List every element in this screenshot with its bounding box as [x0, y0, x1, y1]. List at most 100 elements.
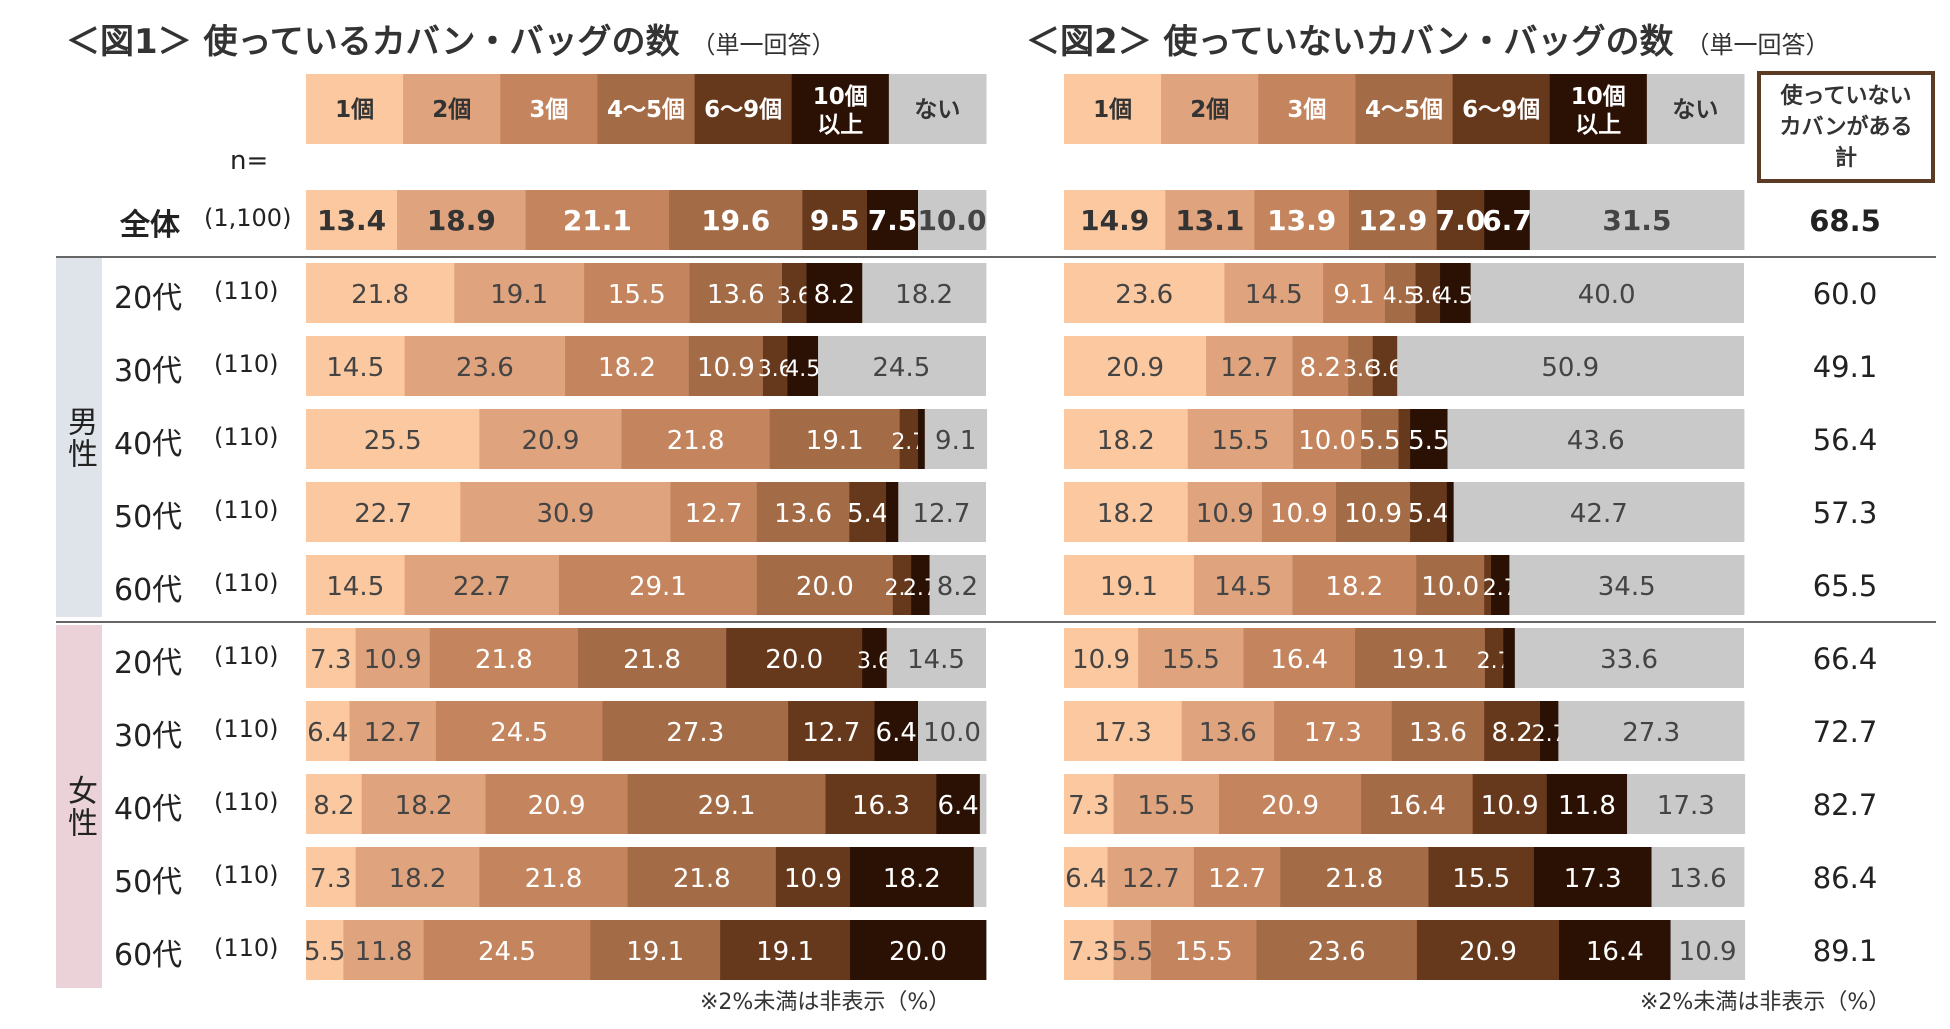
bar-segment [1064, 263, 1225, 323]
bar-value-label: 5.5 [1359, 426, 1400, 456]
bar-value-label: 13.4 [317, 204, 386, 237]
bar-segment [558, 555, 758, 615]
bar-segment [886, 482, 899, 542]
bar-value-label: 18.2 [1325, 572, 1383, 602]
bar-value-label: 33.6 [1600, 645, 1658, 675]
divider-total [56, 256, 1936, 258]
bar-segment [825, 774, 937, 834]
bar-segment [1540, 701, 1559, 761]
bar-segment [1193, 847, 1281, 907]
legend-swatch-5 [694, 74, 793, 144]
bar-segment [1447, 409, 1745, 469]
bar-segment [1181, 701, 1275, 761]
row-n: (110) [214, 934, 279, 962]
bar-value-label: 20.9 [1261, 791, 1319, 821]
bar-value-label: 3.6 [1343, 357, 1378, 382]
bar-segment [1219, 774, 1362, 834]
bar-segment [924, 409, 988, 469]
bar-value-label: 10.0 [1421, 572, 1479, 602]
legend-swatch-5 [1452, 74, 1551, 144]
bar-segment [306, 701, 350, 761]
bar-value-label: 21.8 [351, 280, 409, 310]
bar-segment [1193, 555, 1293, 615]
bar-segment [1410, 482, 1448, 542]
bar-value-label: 10.9 [1344, 499, 1402, 529]
bar-segment [918, 701, 987, 761]
bar-segment [1491, 555, 1510, 615]
bar-segment [756, 555, 894, 615]
bar-value-label: 19.1 [626, 937, 684, 967]
bar-segment [1151, 920, 1257, 980]
row-n: (1,100) [204, 204, 292, 232]
chart1: 1個 2個 3個 4〜5個 6〜9個 10個以上 ない 13.4 18.9 21.1 19.6 9.5… [304, 74, 988, 980]
bar-segment [1416, 555, 1485, 615]
row-n: (110) [214, 788, 279, 816]
bar-value-label: 14.5 [326, 572, 384, 602]
bar-value-label: 27.3 [666, 718, 724, 748]
bar-segment [1559, 920, 1671, 980]
row-n: (110) [214, 423, 279, 451]
legend-swatch-2 [1161, 74, 1259, 144]
total-value: 56.4 [1812, 423, 1878, 457]
bar-segment [460, 482, 671, 542]
bar-segment [1509, 555, 1745, 615]
bar-segment [1261, 482, 1337, 542]
bar-value-label: 19.1 [806, 426, 864, 456]
bar-segment [1484, 701, 1541, 761]
row-label: 20代 [114, 646, 183, 681]
legend-swatch-3 [1258, 74, 1356, 144]
bar-value-label: 23.6 [1115, 280, 1173, 310]
legend-swatch-7 [1646, 74, 1745, 144]
bar-value-label: 10.9 [1196, 499, 1254, 529]
group-band-female: 女性 [56, 625, 102, 988]
total-value: 57.3 [1812, 496, 1878, 530]
bar-segment [1187, 409, 1294, 469]
row-n: (110) [214, 861, 279, 889]
row-n: (110) [214, 569, 279, 597]
bar-segment [669, 190, 803, 250]
bar-value-label: 14.5 [907, 645, 965, 675]
bar-value-label: 4.5 [1383, 284, 1418, 309]
bar-value-label: 6.7 [1482, 204, 1532, 237]
bar-value-label: 12.7 [1208, 864, 1266, 894]
bar-segment [899, 409, 919, 469]
bar-value-label: 9.5 [810, 204, 860, 237]
bar-value-label: 15.5 [608, 280, 666, 310]
total-value: 68.5 [1809, 204, 1881, 238]
bar-segment [688, 336, 764, 396]
bar-segment [1484, 555, 1492, 615]
row-n: (110) [214, 715, 279, 743]
bar-value-label: 42.7 [1570, 499, 1628, 529]
bar-segment [1064, 409, 1189, 469]
bar-value-label: 10.9 [697, 353, 755, 383]
bar-segment [918, 190, 987, 250]
bar-segment [479, 409, 622, 469]
bar-value-label: 10.0 [1298, 426, 1356, 456]
bar-segment [1397, 336, 1744, 396]
legend-label-5: 6〜9個 [704, 97, 782, 123]
bar-value-label: 15.5 [1162, 645, 1220, 675]
total-value: 82.7 [1812, 788, 1878, 822]
bar-value-label: 14.5 [1245, 280, 1303, 310]
bar-segment [306, 847, 357, 907]
bar-segment [1436, 190, 1485, 250]
row-label: 60代 [114, 938, 183, 973]
bar-value-label: 12.7 [1122, 864, 1180, 894]
bar-segment [1064, 701, 1183, 761]
bar-segment [782, 263, 807, 323]
bar-segment [404, 336, 566, 396]
bar-segment [578, 628, 727, 688]
bar-value-label: 21.8 [475, 645, 533, 675]
bar-value-label: 4.5 [1438, 284, 1473, 309]
total-value: 72.7 [1812, 715, 1878, 749]
bar-value-label: 18.2 [883, 864, 941, 894]
bar-segment [1274, 701, 1393, 761]
bar-value-label: 16.4 [1586, 937, 1644, 967]
bar-segment [756, 482, 850, 542]
bar-segment [1187, 482, 1263, 542]
bar-value-label: 22.7 [354, 499, 412, 529]
legend-label-3: 3個 [529, 97, 568, 123]
bar-value-label: 20.0 [889, 937, 947, 967]
bar-value-label: 12.7 [913, 499, 971, 529]
total-header-label: 使っていない カバンがある 計 [1779, 83, 1913, 171]
